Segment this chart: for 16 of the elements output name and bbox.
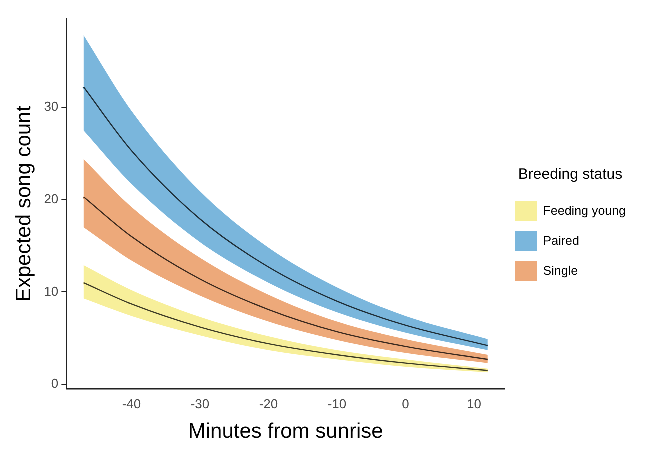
x-tick-label: -20: [259, 396, 278, 412]
x-tick-label: 10: [466, 396, 482, 412]
x-axis-title: Minutes from sunrise: [188, 420, 384, 444]
legend-label: Feeding young: [543, 204, 626, 218]
y-axis-title: Expected song count: [12, 106, 36, 302]
y-tick-label: 30: [44, 99, 59, 114]
y-tick-label: 10: [44, 284, 59, 299]
legend-title: Breeding status: [518, 166, 623, 184]
legend-label: Single: [543, 264, 578, 278]
x-tick-label: 0: [402, 396, 410, 412]
x-tick-label: -10: [328, 396, 347, 412]
y-tick-label: 0: [51, 376, 59, 392]
x-tick-label: -30: [190, 396, 210, 412]
legend-label: Paired: [543, 234, 580, 248]
y-tick-label: 20: [44, 191, 59, 206]
x-tick-label: -40: [122, 396, 142, 412]
